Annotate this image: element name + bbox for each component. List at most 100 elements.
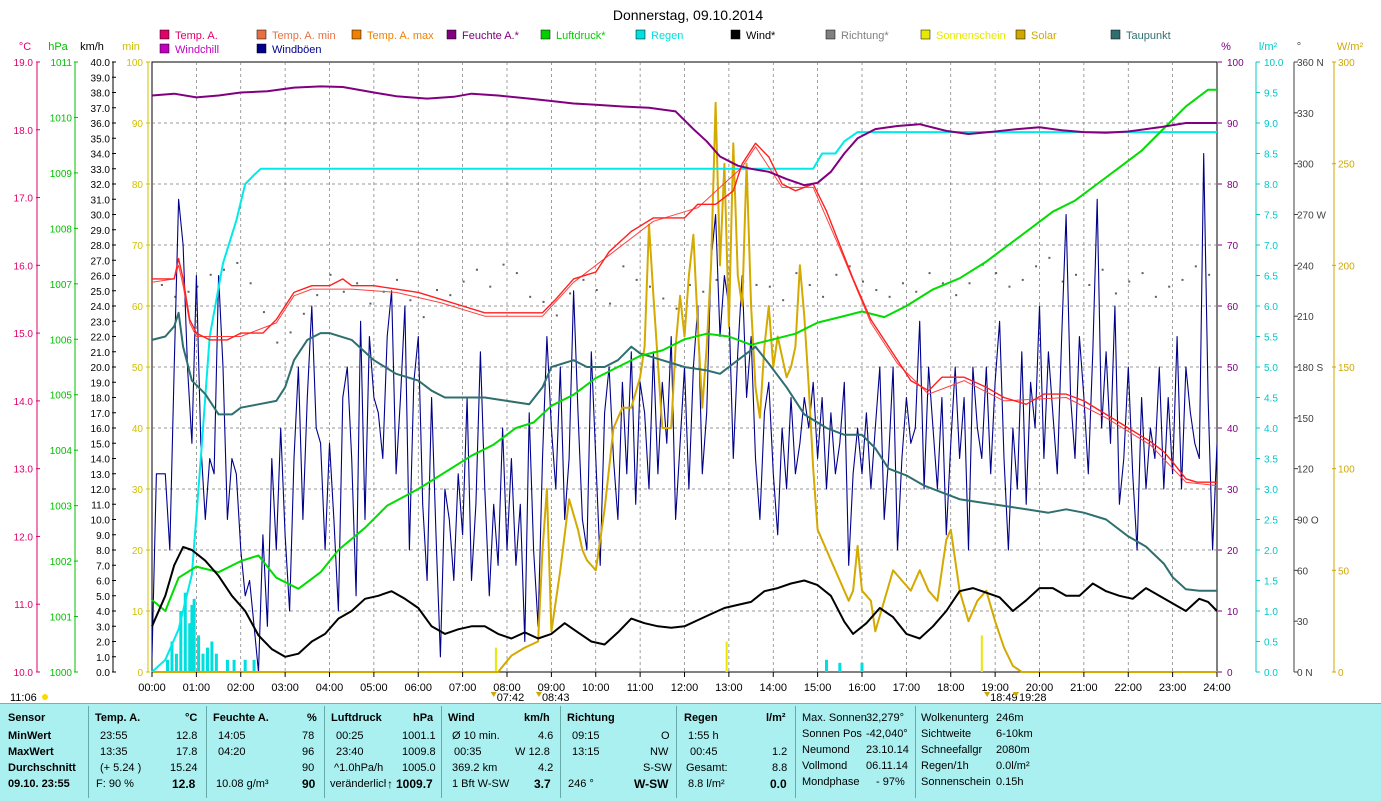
axis-tick-label-minutes: 90 bbox=[132, 119, 144, 130]
rain-bar bbox=[825, 659, 828, 672]
legend-label: Windböen bbox=[272, 44, 322, 56]
series-line-regen bbox=[151, 131, 1217, 673]
direction-point bbox=[515, 272, 518, 275]
series-line-wind bbox=[151, 546, 1218, 658]
direction-max-time: 13:15 bbox=[572, 746, 600, 758]
sensor-header: Sensor bbox=[8, 712, 46, 724]
sunshine-bar bbox=[494, 647, 497, 672]
axis-tick-label-minutes: 80 bbox=[132, 180, 144, 191]
x-tick-label: 10:00 bbox=[582, 682, 610, 694]
rain-bar bbox=[860, 662, 864, 672]
axis-unit-pressure: hPa bbox=[48, 41, 68, 53]
direction-avg-value: S-SW bbox=[643, 762, 672, 774]
full-moon-value: 06.11.14 bbox=[866, 760, 909, 772]
legend-label: Temp. A. bbox=[175, 30, 218, 42]
direction-point bbox=[1114, 292, 1117, 295]
direction-point bbox=[160, 283, 163, 286]
axis-tick-label-wind: 18.0 bbox=[91, 394, 111, 405]
rain-bar bbox=[190, 604, 194, 672]
axis-tick-label-minutes: 40 bbox=[132, 424, 144, 435]
direction-point bbox=[915, 290, 918, 293]
wind-max-time: 00:35 bbox=[454, 746, 482, 758]
axis-tick-label-humidity: 0 bbox=[1227, 668, 1233, 679]
axis-tick-label-direction: 30 bbox=[1297, 617, 1309, 628]
cloud-base-label: Wolkenunterg bbox=[921, 712, 989, 724]
x-tick-label: 13:00 bbox=[715, 682, 743, 694]
temp-current-value: 12.8 bbox=[172, 777, 196, 791]
axis-tick-label-humidity: 100 bbox=[1227, 58, 1244, 69]
rain-bar bbox=[210, 641, 214, 672]
axis-tick-label-wind: 34.0 bbox=[91, 150, 111, 161]
axis-tick-label-pressure: 1011 bbox=[50, 58, 72, 69]
direction-point bbox=[174, 295, 177, 298]
axis-tick-label-direction: 240 bbox=[1297, 261, 1314, 272]
direction-point bbox=[702, 290, 705, 293]
sunshine-label: Sonnenschein bbox=[921, 776, 991, 788]
direction-point bbox=[1208, 273, 1211, 276]
wind-avg-value: 4.6 bbox=[538, 730, 554, 742]
axis-tick-label-minutes: 30 bbox=[132, 485, 144, 496]
direction-point bbox=[768, 285, 771, 288]
axis-tick-label-wind: 21.0 bbox=[91, 348, 111, 359]
axis-tick-label-solar: 250 bbox=[1338, 160, 1355, 171]
axis-tick-label-pressure: 1008 bbox=[50, 224, 73, 235]
axis-tick-label-wind: 30.0 bbox=[91, 211, 111, 222]
axis-tick-label-pressure: 1003 bbox=[50, 502, 73, 513]
x-tick-label: 12:00 bbox=[671, 682, 699, 694]
direction-point bbox=[249, 282, 252, 285]
direction-point bbox=[1035, 265, 1038, 268]
axis-tick-label-wind: 17.0 bbox=[91, 409, 111, 420]
axis-tick-label-wind: 5.0 bbox=[96, 592, 110, 603]
maxwert-label: MaxWert bbox=[8, 746, 54, 758]
axis-tick-label-minutes: 20 bbox=[132, 546, 144, 557]
legend-swatch bbox=[256, 43, 267, 54]
axis-tick-label-solar: 300 bbox=[1338, 58, 1355, 69]
direction-point bbox=[941, 282, 944, 285]
x-tick-label: 08:00 bbox=[493, 682, 521, 694]
axis-tick-label-direction: 360 N bbox=[1297, 58, 1324, 69]
direction-point bbox=[955, 294, 958, 297]
direction-point bbox=[848, 265, 851, 268]
direction-point bbox=[1181, 278, 1184, 281]
direction-point bbox=[1154, 295, 1157, 298]
rain-bar bbox=[201, 653, 205, 672]
x-tick-label: 15:00 bbox=[804, 682, 832, 694]
direction-point bbox=[901, 282, 904, 285]
humidity-unit: % bbox=[307, 712, 317, 724]
direction-degrees: 246 ° bbox=[568, 778, 594, 790]
axis-tick-label-temp: 12.0 bbox=[14, 532, 34, 543]
pressure-unit: hPa bbox=[413, 712, 434, 724]
series-line-feuchtea bbox=[151, 85, 1217, 187]
axis-tick-label-temp: 19.0 bbox=[14, 58, 34, 69]
axis-unit-direction: ° bbox=[1297, 41, 1301, 53]
axis-tick-label-temp: 15.0 bbox=[14, 329, 34, 340]
axis-tick-label-wind: 20.0 bbox=[91, 363, 111, 374]
axis-tick-label-rain: 9.0 bbox=[1264, 119, 1278, 130]
axis-tick-label-direction: 330 bbox=[1297, 109, 1314, 120]
direction-point bbox=[875, 289, 878, 292]
direction-point bbox=[542, 300, 545, 303]
direction-point bbox=[675, 307, 678, 310]
rain-per-hour-label: Regen/1h bbox=[921, 760, 969, 772]
axis-tick-label-direction: 300 bbox=[1297, 160, 1314, 171]
direction-point bbox=[449, 294, 452, 297]
axis-tick-label-wind: 37.0 bbox=[91, 104, 111, 115]
axis-tick-label-wind: 36.0 bbox=[91, 119, 111, 130]
series-line-windben bbox=[151, 152, 1218, 673]
direction-point bbox=[529, 295, 532, 298]
wind-header: Wind bbox=[448, 712, 475, 724]
axis-tick-label-rain: 3.5 bbox=[1264, 455, 1278, 466]
axis-tick-label-wind: 25.0 bbox=[91, 287, 111, 298]
axis-tick-label-wind: 31.0 bbox=[91, 195, 111, 206]
humidity-avg-value: 90 bbox=[302, 762, 315, 774]
direction-point bbox=[462, 280, 465, 283]
axis-tick-label-solar: 150 bbox=[1338, 363, 1355, 374]
time-marker-icon bbox=[984, 692, 991, 697]
axis-tick-label-rain: 0.0 bbox=[1264, 668, 1278, 679]
humidity-current-value: 90 bbox=[302, 777, 316, 791]
axis-tick-label-wind: 38.0 bbox=[91, 89, 111, 100]
axis-tick-label-minutes: 60 bbox=[132, 302, 144, 313]
rain-bar bbox=[214, 653, 218, 672]
time-marker-icon bbox=[1012, 692, 1019, 697]
legend-label: Temp. A. min bbox=[272, 30, 336, 42]
